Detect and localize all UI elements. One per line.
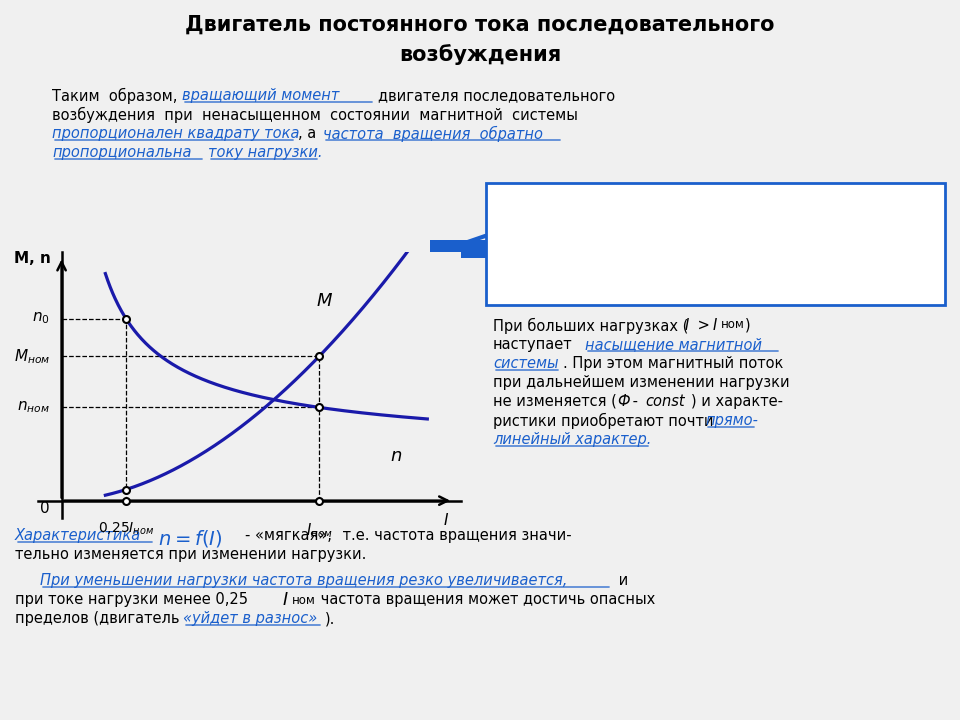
Text: n: n xyxy=(391,447,402,465)
Text: т.е. частота вращения значи-: т.е. частота вращения значи- xyxy=(338,528,571,543)
Text: пропорциональна: пропорциональна xyxy=(52,145,191,160)
Text: $\mathit{M}=f(\mathit{I})$   и   $\mathit{n}=f(\mathit{I}).$: $\mathit{M}=f(\mathit{I})$ и $\mathit{n}… xyxy=(500,246,728,272)
Text: $0{,}25I_{ном}$: $0{,}25I_{ном}$ xyxy=(98,521,155,537)
Text: Двигатель постоянного тока последовательного: Двигатель постоянного тока последователь… xyxy=(185,15,775,35)
Text: «уйдет в разнос»: «уйдет в разнос» xyxy=(183,611,317,626)
Text: току нагрузки.: току нагрузки. xyxy=(208,145,323,160)
Text: $\mathit{n}=f(\mathit{I})$: $\mathit{n}=f(\mathit{I})$ xyxy=(158,528,223,549)
Text: последовательного возбуждения:: последовательного возбуждения: xyxy=(500,212,764,228)
Text: Рабочие характеристики: Рабочие характеристики xyxy=(500,193,693,209)
Text: $n_{ном}$: $n_{ном}$ xyxy=(17,400,50,415)
Text: при дальнейшем изменении нагрузки: при дальнейшем изменении нагрузки xyxy=(493,375,790,390)
Text: ).: ). xyxy=(325,611,335,626)
Text: При больших нагрузках (: При больших нагрузках ( xyxy=(493,318,688,334)
Text: при токе нагрузки менее 0,25: при токе нагрузки менее 0,25 xyxy=(15,592,252,607)
Text: ристики приобретают почти: ристики приобретают почти xyxy=(493,413,713,429)
Text: $M_{ном}$: $M_{ном}$ xyxy=(13,347,50,366)
Text: возбуждения: возбуждения xyxy=(398,44,562,65)
Text: . При этом магнитный поток: . При этом магнитный поток xyxy=(563,356,783,371)
Text: вращающий момент: вращающий момент xyxy=(182,88,340,103)
Text: двигателя последовательного: двигателя последовательного xyxy=(378,88,615,103)
Text: I: I xyxy=(283,591,288,609)
Text: пределов (двигатель: пределов (двигатель xyxy=(15,611,184,626)
Text: -: - xyxy=(628,394,642,409)
Text: Ф: Ф xyxy=(617,394,630,409)
Text: частота  вращения  обратно: частота вращения обратно xyxy=(323,126,543,142)
Text: Таким  образом,: Таким образом, xyxy=(52,88,178,104)
Text: возбуждения  при  ненасыщенном  состоянии  магнитной  системы: возбуждения при ненасыщенном состоянии м… xyxy=(52,107,578,123)
Text: насыщение магнитной: насыщение магнитной xyxy=(585,337,762,352)
Text: 0: 0 xyxy=(40,500,50,516)
Text: пропорционален квадрату тока: пропорционален квадрату тока xyxy=(52,126,300,141)
Text: При уменьшении нагрузки частота вращения резко увеличивается,: При уменьшении нагрузки частота вращения… xyxy=(40,573,567,588)
Text: частота вращения может достичь опасных: частота вращения может достичь опасных xyxy=(316,592,656,607)
Text: , а: , а xyxy=(298,126,316,141)
Text: тельно изменяется при изменении нагрузки.: тельно изменяется при изменении нагрузки… xyxy=(15,547,367,562)
Text: I: I xyxy=(713,318,717,333)
Text: и: и xyxy=(614,573,628,588)
Text: ): ) xyxy=(745,318,751,333)
Text: системы: системы xyxy=(493,356,559,371)
Text: ном: ном xyxy=(292,594,316,607)
Text: ном: ном xyxy=(721,318,745,331)
Text: $I_{ном}$: $I_{ном}$ xyxy=(306,521,332,540)
Text: не изменяется (: не изменяется ( xyxy=(493,394,617,409)
Text: прямо-: прямо- xyxy=(705,413,757,428)
FancyBboxPatch shape xyxy=(430,240,488,258)
FancyBboxPatch shape xyxy=(486,183,945,305)
Text: >: > xyxy=(693,318,714,333)
Text: M: M xyxy=(317,292,332,310)
Text: M, n: M, n xyxy=(14,251,51,266)
Text: - «мягкая»,: - «мягкая», xyxy=(245,528,332,543)
Text: ДПТ: ДПТ xyxy=(708,193,744,208)
Text: I: I xyxy=(685,318,689,333)
Text: I: I xyxy=(444,513,448,528)
Text: линейный характер.: линейный характер. xyxy=(493,432,652,447)
Text: Характеристика: Характеристика xyxy=(15,528,141,543)
Text: const: const xyxy=(645,394,684,409)
Text: $n_0$: $n_0$ xyxy=(33,311,50,326)
Text: наступает: наступает xyxy=(493,337,572,352)
Text: ) и характе-: ) и характе- xyxy=(691,394,783,409)
